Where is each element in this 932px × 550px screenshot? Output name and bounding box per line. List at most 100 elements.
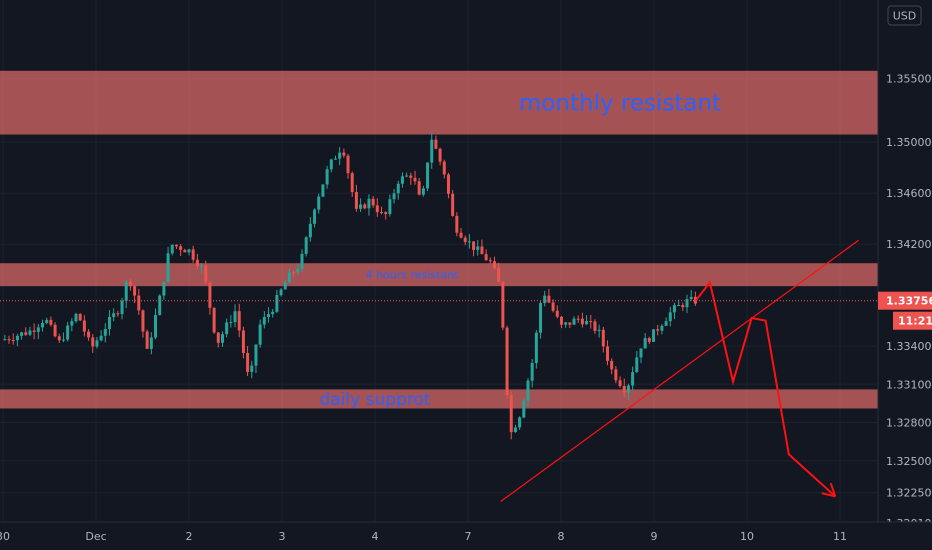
candle-body <box>689 296 693 300</box>
time-tick-label: 10 <box>740 530 754 543</box>
candle-body <box>509 395 513 433</box>
candle-body <box>28 330 32 335</box>
candle-body <box>32 330 36 332</box>
price-tag <box>878 291 932 310</box>
candle-body <box>103 328 107 336</box>
candle-body <box>585 321 589 325</box>
candle-body <box>380 212 384 214</box>
candle-body <box>329 159 333 170</box>
candle-body <box>576 318 580 320</box>
currency-label: USD <box>893 10 917 23</box>
candle-body <box>179 246 183 251</box>
candle-body <box>254 344 258 366</box>
candle-body <box>392 193 396 200</box>
candle-body <box>476 246 480 250</box>
candle-body <box>225 322 229 335</box>
candle-body <box>631 372 635 386</box>
candle-body <box>534 332 538 363</box>
candle-body <box>91 337 95 347</box>
candle-body <box>342 152 346 156</box>
candle-body <box>262 317 266 325</box>
candle-body <box>267 314 271 318</box>
candle-body <box>635 357 639 373</box>
candle-body <box>24 332 28 335</box>
zone-box[interactable] <box>0 70 878 135</box>
candle-body <box>572 318 576 325</box>
candle-body <box>191 249 195 260</box>
candle-body <box>668 312 672 322</box>
currency-box[interactable] <box>887 5 922 26</box>
zone-label: monthly resistant <box>519 91 721 117</box>
countdown-value: 11:21 <box>898 315 932 328</box>
time-axis-bg <box>0 522 932 550</box>
candle-body <box>145 331 149 349</box>
candle-body <box>158 295 162 316</box>
candle-body <box>350 173 354 193</box>
candle-body <box>417 181 421 195</box>
candle-body <box>610 360 614 370</box>
candle-body <box>220 334 224 343</box>
candle-body <box>488 260 492 262</box>
zones[interactable]: monthly resistant 4 hours resistant daily … <box>0 70 878 410</box>
candle-body <box>53 324 57 337</box>
candle-body <box>346 155 350 174</box>
candle-body <box>497 268 501 282</box>
candle-body <box>162 281 166 296</box>
candle-body <box>359 204 363 209</box>
candle-body <box>677 305 681 307</box>
candle-body <box>463 237 467 242</box>
candle-body <box>133 286 137 296</box>
candle-body <box>333 158 337 160</box>
candle-body <box>246 353 250 372</box>
candle-body <box>522 400 526 418</box>
candle-body <box>124 281 128 301</box>
candle-body <box>672 305 676 313</box>
candle-body <box>484 254 488 261</box>
candle-body <box>292 272 296 274</box>
candle-body <box>116 313 120 315</box>
candle-body <box>614 369 618 381</box>
zone-box[interactable] <box>0 263 878 287</box>
candle-body <box>367 198 371 209</box>
price-tag-value: 1.33756 <box>886 295 932 308</box>
trendline[interactable] <box>500 239 859 503</box>
candle-body <box>438 148 442 162</box>
candle-body <box>287 272 291 283</box>
price-tick-label: 1.34600 <box>886 187 932 200</box>
candle-body <box>313 209 317 224</box>
candle-body <box>149 337 153 349</box>
countdown-tag <box>893 311 932 330</box>
candle-body <box>233 311 237 323</box>
candle-body <box>685 299 689 308</box>
candle-body <box>601 329 605 347</box>
candle-body <box>49 319 53 325</box>
candle-body <box>216 332 220 343</box>
candle-body <box>647 338 651 342</box>
candle-body <box>513 427 517 433</box>
price-tick-label: 1.33100 <box>886 378 932 391</box>
candle-body <box>660 325 664 331</box>
candle-body <box>405 175 409 177</box>
candle-body <box>626 385 630 393</box>
candle-body <box>82 320 86 332</box>
candle-body <box>388 199 392 215</box>
zone-box[interactable] <box>0 389 878 409</box>
candle-body <box>580 318 584 325</box>
candle-body <box>564 322 568 325</box>
projection-arrow[interactable] <box>695 280 837 498</box>
candle-body <box>258 324 262 345</box>
candle-body <box>304 237 308 254</box>
drawings[interactable] <box>500 239 859 503</box>
price-axis[interactable]: 1.35500 1.35000 1.34600 1.34200 1.33400 1.331… <box>877 0 932 530</box>
candle-body <box>363 204 367 209</box>
time-axis[interactable]: 30 Dec 2 3 4 7 8 9 10 11 <box>0 521 932 550</box>
candle-body <box>154 315 158 338</box>
candle-body <box>41 322 45 328</box>
candle-body <box>459 232 463 238</box>
candle-body <box>434 139 438 149</box>
candle-body <box>451 193 455 216</box>
candle-body <box>354 192 358 209</box>
candle-body <box>187 249 191 253</box>
